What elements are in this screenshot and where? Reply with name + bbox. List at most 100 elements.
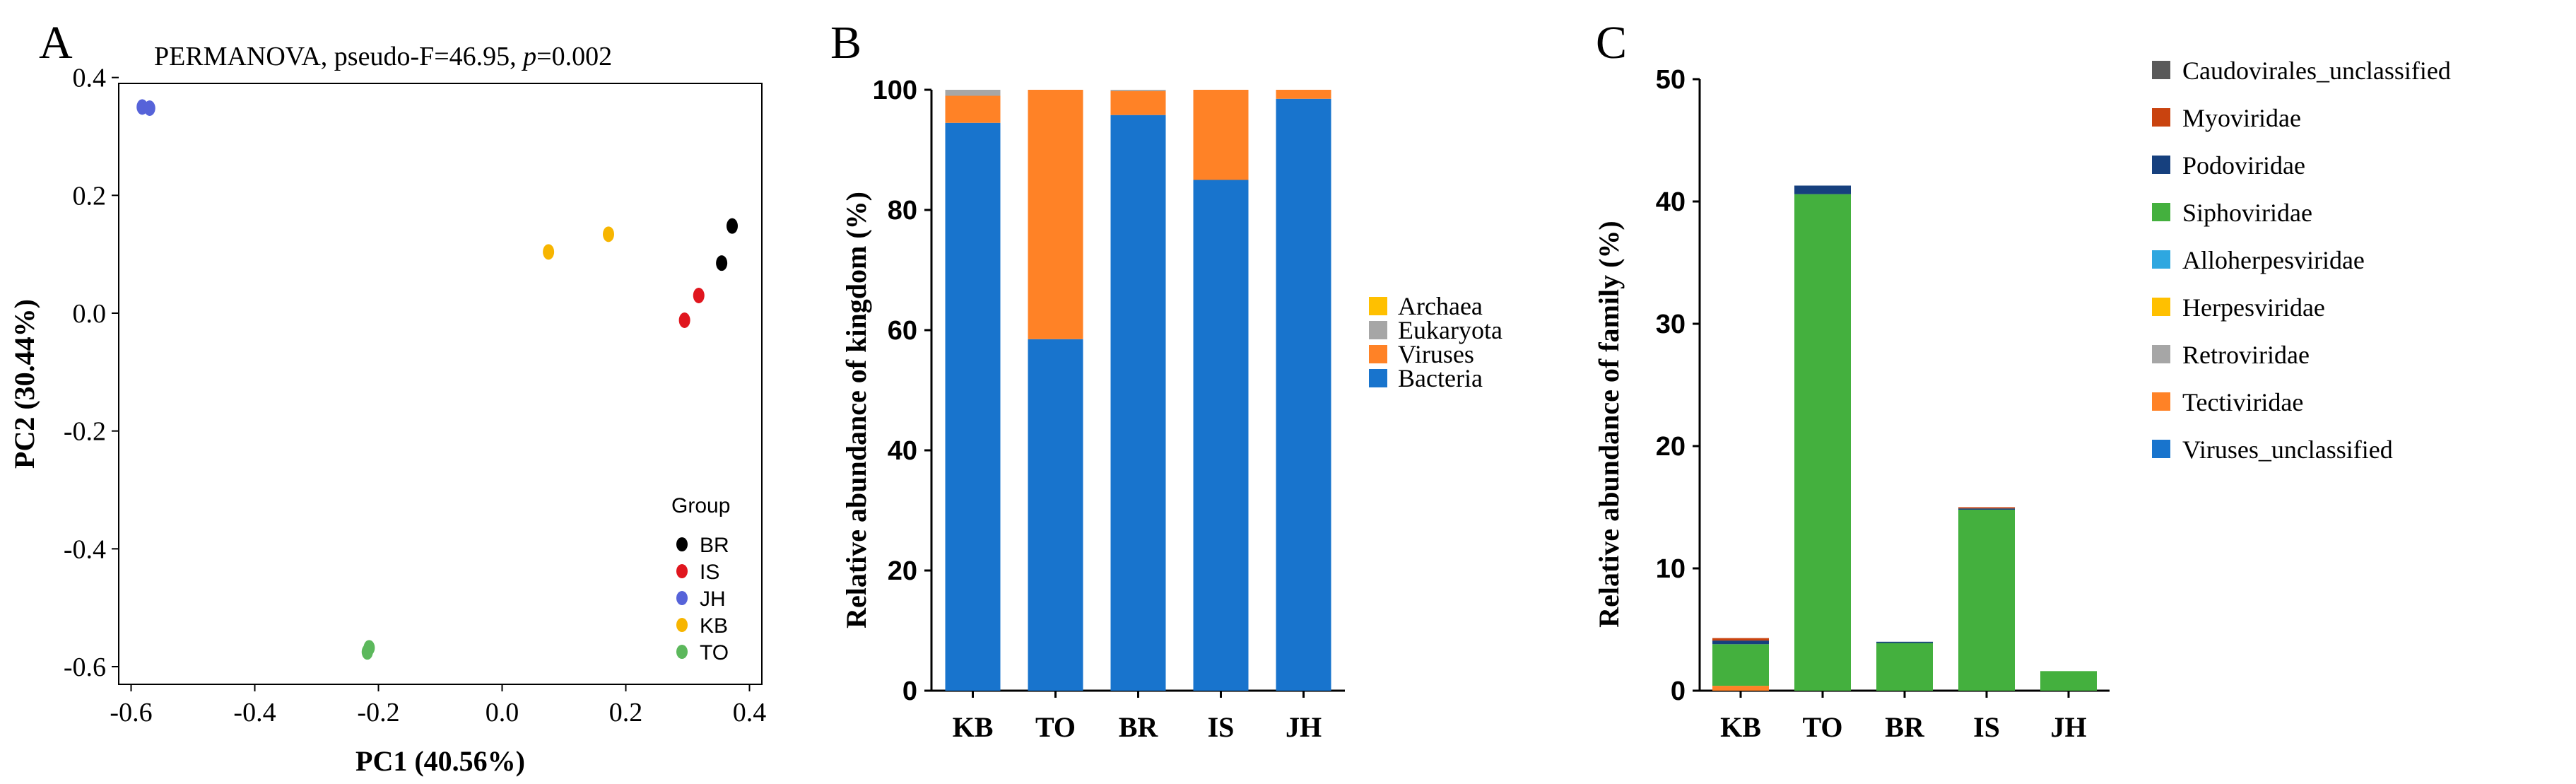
panel-b-bar-is-bacteria xyxy=(1193,180,1249,691)
panel-a-legend-marker-jh xyxy=(676,591,688,605)
panel-a-y-tick-label: 0.2 xyxy=(73,181,107,211)
panel-a-x-tick-label: 0.4 xyxy=(733,698,767,727)
panel-c-family-chart: C Relative abundance of family (%) 0 10 20… xyxy=(1593,17,2451,743)
panel-b-bar-jh-viruses xyxy=(1276,90,1331,99)
panel-b-x-tick-label: IS xyxy=(1208,711,1235,743)
panel-b-x-tick-label: JH xyxy=(1286,711,1322,743)
panel-a-point-kb xyxy=(543,244,555,260)
panel-a-legend-label-br: BR xyxy=(700,534,729,557)
panel-a-x-tick-label: -0.4 xyxy=(233,698,276,727)
panel-c-y-tick-label: 30 xyxy=(1656,310,1686,339)
panel-b-y-tick-label: 60 xyxy=(888,316,917,346)
panel-b-x-tick-label: KB xyxy=(953,711,994,743)
panel-b-y-tick-label: 40 xyxy=(888,436,917,466)
panel-c-x-tick-label: JH xyxy=(2050,711,2086,743)
panel-a-letter: A xyxy=(39,17,73,69)
panel-c-bar-br-siphoviridae xyxy=(1876,643,1933,691)
panel-b-plot: 0 20 40 60 80 100 KB TO BR IS JH xyxy=(873,76,1345,743)
panel-c-y-tick-label: 0 xyxy=(1671,677,1686,706)
panel-b-legend-swatch-eukaryota xyxy=(1369,321,1387,339)
panel-a-y-tick-label: -0.6 xyxy=(64,653,106,682)
panel-b-bar-jh-bacteria xyxy=(1276,98,1331,691)
panel-c-legend: Caudovirales_unclassified Myoviridae Podov… xyxy=(2152,57,2451,464)
panel-c-bar-jh-siphoviridae xyxy=(2040,671,2097,691)
panel-c-legend-swatch-myoviridae xyxy=(2152,108,2170,127)
panel-c-legend-label-viruses-unclassified: Viruses_unclassified xyxy=(2182,435,2393,464)
panel-b-legend-label-archaea: Archaea xyxy=(1398,292,1483,320)
panel-c-legend-swatch-alloherpesviridae xyxy=(2152,250,2170,269)
panel-c-legend-label-herpesviridae: Herpesviridae xyxy=(2182,293,2325,322)
panel-a-point-br xyxy=(716,255,728,271)
panel-b-x-tick-label: BR xyxy=(1119,711,1159,743)
panel-c-y-tick-label: 20 xyxy=(1656,432,1686,462)
panel-a-points xyxy=(136,99,738,660)
panel-a-y-axis-label: PC2 (30.44%) xyxy=(8,299,40,469)
panel-c-legend-label-tectiviridae: Tectiviridae xyxy=(2182,388,2303,416)
panel-c-legend-swatch-caudovirales-unclassified xyxy=(2152,61,2170,79)
panel-a-point-is xyxy=(693,288,705,303)
panel-c-legend-label-caudovirales-unclassified: Caudovirales_unclassified xyxy=(2182,57,2451,85)
panel-c-bar-to-siphoviridae xyxy=(1794,194,1851,691)
panel-c-x-tick-label: BR xyxy=(1885,711,1925,743)
panel-c-letter: C xyxy=(1596,17,1627,69)
panel-a-point-is xyxy=(678,312,690,328)
panel-a-x-tick-label: -0.2 xyxy=(357,698,399,727)
panel-c-bar-is-myoviridae xyxy=(1958,507,2015,509)
panel-b-letter: B xyxy=(830,17,861,69)
panel-b-bar-kb-viruses xyxy=(945,95,1001,123)
panel-c-plot: 0 10 20 30 40 50 KB TO BR IS JH xyxy=(1656,65,2110,743)
panel-a-legend-marker-to xyxy=(676,645,688,659)
panel-c-bar-to-podoviridae xyxy=(1794,185,1851,194)
panel-c-y-tick-label: 40 xyxy=(1656,187,1686,217)
panel-b-bar-br-viruses xyxy=(1110,90,1166,115)
panel-b-x-tick-label: TO xyxy=(1035,711,1076,743)
panel-c-y-axis-label: Relative abundance of family (%) xyxy=(1593,221,1625,628)
panel-a-point-jh xyxy=(143,100,155,116)
panel-c-legend-label-retroviridae: Retroviridae xyxy=(2182,341,2310,369)
panel-b-y-tick-label: 100 xyxy=(873,76,917,105)
panel-a-x-tick-label: 0.0 xyxy=(486,698,519,727)
panel-c-x-tick-label: IS xyxy=(1973,711,2000,743)
panel-a-x-tick-label: -0.6 xyxy=(110,698,152,727)
panel-b-bar-kb-bacteria xyxy=(945,122,1001,691)
panel-c-legend-swatch-podoviridae xyxy=(2152,156,2170,174)
panel-a-y-tick-label: 0.4 xyxy=(73,64,107,93)
panel-a-axis-ticks: -0.6 -0.4 -0.2 0.0 0.2 0.4 0.4 0.2 0.0 -0.2 -0.4 -0… xyxy=(64,64,766,727)
panel-a-legend-marker-br xyxy=(676,537,688,551)
panel-b-y-axis-label: Relative abundance of kingdom (%) xyxy=(840,192,872,628)
panel-b-bar-to-bacteria xyxy=(1028,339,1083,691)
panel-c-bar-kb-tectiviridae xyxy=(1712,686,1769,691)
panel-a-legend: Group BR IS JH KB TO xyxy=(671,494,730,665)
panel-b-y-tick-label: 0 xyxy=(902,677,917,706)
panel-c-legend-label-siphoviridae: Siphoviridae xyxy=(2182,199,2312,227)
panel-c-y-tick-label: 50 xyxy=(1656,65,1686,95)
panel-c-bar-br-podoviridae xyxy=(1876,641,1933,643)
panel-c-bar-kb-siphoviridae xyxy=(1712,644,1769,686)
panel-c-legend-swatch-retroviridae xyxy=(2152,345,2170,363)
panel-a-legend-title: Group xyxy=(671,494,730,517)
panel-a-legend-marker-is xyxy=(676,564,688,578)
panel-a-y-tick-label: 0.0 xyxy=(73,299,107,329)
panel-a-y-tick-label: -0.2 xyxy=(64,417,106,447)
panel-a-plot-frame xyxy=(118,83,763,685)
panel-b-legend-swatch-viruses xyxy=(1369,345,1387,363)
panel-a-pca-chart: A PERMANOVA, pseudo-F=46.95, p=0.002 -0.… xyxy=(8,17,766,777)
panel-c-y-tick-label: 10 xyxy=(1656,554,1686,584)
panel-c-legend-swatch-siphoviridae xyxy=(2152,203,2170,221)
panel-a-legend-marker-kb xyxy=(676,618,688,632)
panel-a-legend-label-kb: KB xyxy=(700,614,728,638)
panel-a-legend-label-to: TO xyxy=(700,641,729,665)
panel-b-bar-kb-eukaryota xyxy=(945,90,1001,96)
panel-c-x-tick-label: KB xyxy=(1720,711,1761,743)
panel-b-bar-is-viruses xyxy=(1193,90,1249,180)
panel-c-legend-swatch-tectiviridae xyxy=(2152,392,2170,411)
panel-a-point-to xyxy=(363,640,375,656)
panel-c-legend-label-alloherpesviridae: Alloherpesviridae xyxy=(2182,246,2365,274)
panel-b-y-tick-label: 80 xyxy=(888,196,917,226)
panel-b-kingdom-chart: B Relative abundance of kingdom (%) 0 20 4… xyxy=(830,17,1502,743)
panel-a-legend-label-is: IS xyxy=(700,561,719,584)
panel-b-y-tick-label: 20 xyxy=(888,556,917,586)
panel-b-legend-swatch-bacteria xyxy=(1369,369,1387,387)
